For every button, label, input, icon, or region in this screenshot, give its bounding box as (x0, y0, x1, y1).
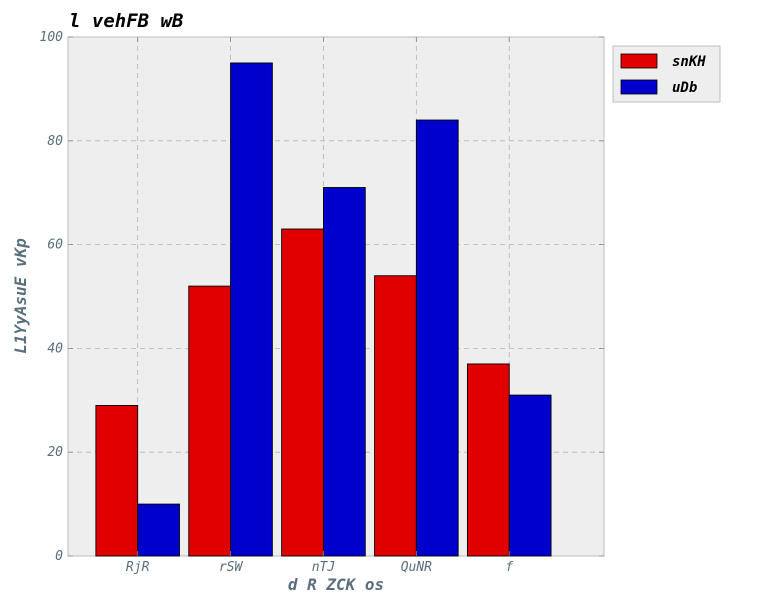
x-tick-label-4: f (505, 560, 513, 575)
bar-uDb-f (508, 394, 552, 557)
bar-uDb-rSW (230, 62, 273, 557)
legend-label-0: snKH (672, 54, 706, 70)
bar-uDb-RjR (137, 503, 180, 557)
bar-snKH-RjR (95, 405, 139, 557)
y-tick-label-5: 100 (40, 30, 64, 45)
legend-swatch-1 (620, 79, 658, 95)
x-tick-label-3: QuNR (401, 560, 432, 575)
y-tick-label-0: 0 (55, 549, 63, 564)
y-tick-label-2: 40 (47, 341, 63, 356)
bar-uDb-QuNR (415, 119, 459, 557)
x-axis-label: d R ZCK os (288, 575, 384, 594)
y-tick-label-3: 60 (47, 238, 63, 253)
legend-swatch-0 (620, 53, 658, 69)
bar-snKH-nTJ (281, 228, 324, 557)
bar-snKH-QuNR (374, 275, 417, 557)
x-tick-label-2: nTJ (312, 560, 335, 575)
x-tick-label-1: rSW (219, 560, 244, 575)
bar-snKH-rSW (188, 285, 232, 557)
axis-layer: 0 20 40 60 80 100 RjR rSW nTJ QuNR f (40, 30, 604, 575)
bar-snKH-f (466, 363, 510, 557)
legend-label-1: uDb (672, 80, 697, 96)
x-tick-label-0: RjR (126, 560, 150, 575)
legend: snKH uDb (612, 45, 721, 103)
bars-layer (95, 62, 552, 557)
bar-uDb-nTJ (323, 187, 366, 557)
y-tick-label-1: 20 (47, 445, 63, 460)
y-axis-label: L1YyAsuE vKp (11, 238, 30, 354)
chart-title: l vehFB wB (69, 10, 183, 32)
y-tick-label-4: 80 (47, 134, 63, 149)
